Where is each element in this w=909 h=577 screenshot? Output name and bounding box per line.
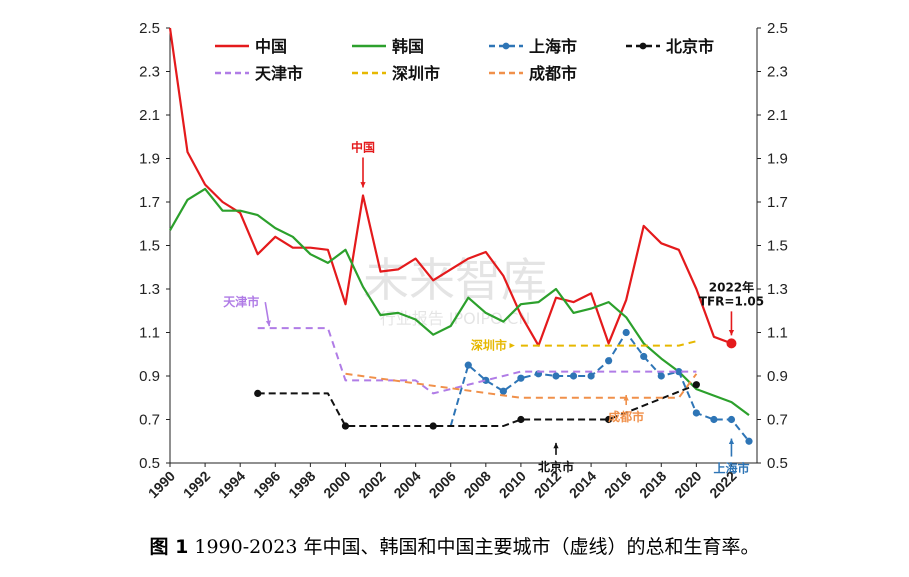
data-point-shanghai [587,372,595,380]
x-tick-label: 1996 [250,468,283,501]
annotation-label-china: 2022年 [709,279,754,294]
x-tick-label: 1992 [180,468,213,501]
series-line-chengdu [345,372,698,399]
y-tick-label-left: 0.9 [139,368,160,385]
legend-marker-shanghai [502,42,510,50]
data-point-shanghai [727,415,736,424]
annotation-label-tianjin: 天津市 [223,294,259,309]
y-tick-label-right: 2.1 [767,107,788,124]
data-point-shanghai [517,374,525,382]
x-tick-label: 2010 [496,468,529,501]
data-point-beijing [692,381,700,389]
x-tick-label: 2004 [390,468,423,501]
annotation-label-beijing: 北京市 [538,459,574,474]
data-point-shanghai [499,387,507,395]
y-tick-label-left: 1.5 [139,238,160,255]
series-line-shenzhen [520,340,697,347]
y-tick-label-right: 1.5 [767,238,788,255]
data-point-shanghai [622,328,630,337]
annotation-arrowhead-china [728,329,735,336]
x-tick-label: 2016 [601,468,634,501]
data-point-beijing [341,422,350,430]
legend-label-tianjin: 天津市 [255,64,303,83]
annotation-label-chengdu: 成都市 [608,409,644,424]
x-tick-label: 2002 [355,468,388,501]
y-tick-label-left: 2.3 [139,64,160,81]
data-point-shanghai [692,409,700,417]
x-tick-label: 1990 [145,468,178,501]
tfr-line-chart: 未来智库 行业报告 IPOIPO.CN 2.5 2.5 2.3 2.3 2.1 2.1 1.… [139,20,788,501]
annotation-label-shenzhen: 深圳市 [471,338,507,353]
legend-label-shanghai: 上海市 [529,37,577,56]
y-tick-label-left: 0.5 [139,455,160,472]
data-point-china-2022 [726,338,737,349]
data-point-shanghai [745,437,753,445]
legend-marker-beijing [639,42,647,50]
legend-label-chengdu: 成都市 [529,64,577,83]
annotation-label-china: 中国 [351,139,375,154]
legend-label-shenzhen: 深圳市 [392,64,440,83]
y-tick-label-right: 0.5 [767,455,788,472]
figure-caption: 图 1 1990-2023 年中国、韩国和中国主要城市（虚线）的总和生育率。 [0,532,909,559]
x-tick-label: 2006 [426,468,459,501]
legend-label-korea: 韩国 [392,37,424,56]
x-tick-label: 2020 [671,468,704,501]
series-line-china [168,27,732,347]
x-tick-label: 1998 [285,468,318,501]
y-tick-label-right: 1.1 [767,325,788,342]
y-tick-label-left: 0.7 [139,412,160,429]
figure-label: 图 1 [149,536,189,558]
annotation-arrowhead-shenzhen [509,342,515,349]
data-point-shanghai [640,352,648,361]
y-tick-label-left: 1.1 [139,325,160,342]
data-point-shanghai [710,415,718,424]
y-tick-label-right: 2.5 [767,20,788,37]
y-tick-label-right: 1.7 [767,194,788,211]
data-point-shanghai [675,368,683,376]
x-tick-label: 1994 [215,468,248,501]
annotation-label-shanghai: 上海市 [713,461,749,476]
y-tick-label-right: 0.9 [767,368,788,385]
annotation-arrowhead-shanghai [728,438,735,444]
series-line-korea [169,187,750,416]
data-point-shanghai [464,361,472,369]
y-tick-label-left: 2.5 [139,20,160,37]
data-point-beijing [254,389,262,397]
data-point-shanghai [569,372,578,380]
data-point-shanghai [482,376,490,384]
series-layer [168,27,753,445]
x-tick-label: 2018 [636,468,669,501]
y-tick-label-right: 0.7 [767,412,788,429]
annotation-label-china: TFR=1.05 [699,294,764,308]
annotation-arrowhead-beijing [553,442,559,449]
y-tick-label-left: 1.3 [139,281,160,298]
caption-text: 1990-2023 年中国、韩国和中国主要城市（虚线）的总和生育率。 [188,536,760,558]
series-line-tianjin [257,327,697,395]
watermark: 未来智库 行业报告 IPOIPO.CN [363,253,547,328]
legend-label-beijing: 北京市 [666,37,714,56]
data-point-beijing [605,415,613,424]
data-point-shanghai [605,357,613,365]
watermark-main: 未来智库 [363,253,547,307]
data-point-shanghai [552,372,560,380]
data-point-shanghai [657,372,665,380]
y-tick-label-left: 1.7 [139,194,160,211]
data-point-beijing [517,415,525,424]
annotation-arrowhead-tianjin [265,320,271,327]
y-tick-label-left: 2.1 [139,107,160,124]
y-tick-label-right: 2.3 [767,64,788,81]
x-tick-label: 2008 [461,468,494,501]
y-tick-label-right: 1.9 [767,151,788,168]
annotation-arrowhead-chengdu [623,395,629,401]
y-tick-label-right: 1.3 [767,281,788,298]
x-tick-label: 2000 [320,468,353,501]
data-point-beijing [429,422,437,430]
y-tick-label-left: 1.9 [139,151,160,168]
legend-label-china: 中国 [255,37,287,56]
series-line-beijing [257,383,697,427]
annotation-arrowhead-china [360,182,366,188]
